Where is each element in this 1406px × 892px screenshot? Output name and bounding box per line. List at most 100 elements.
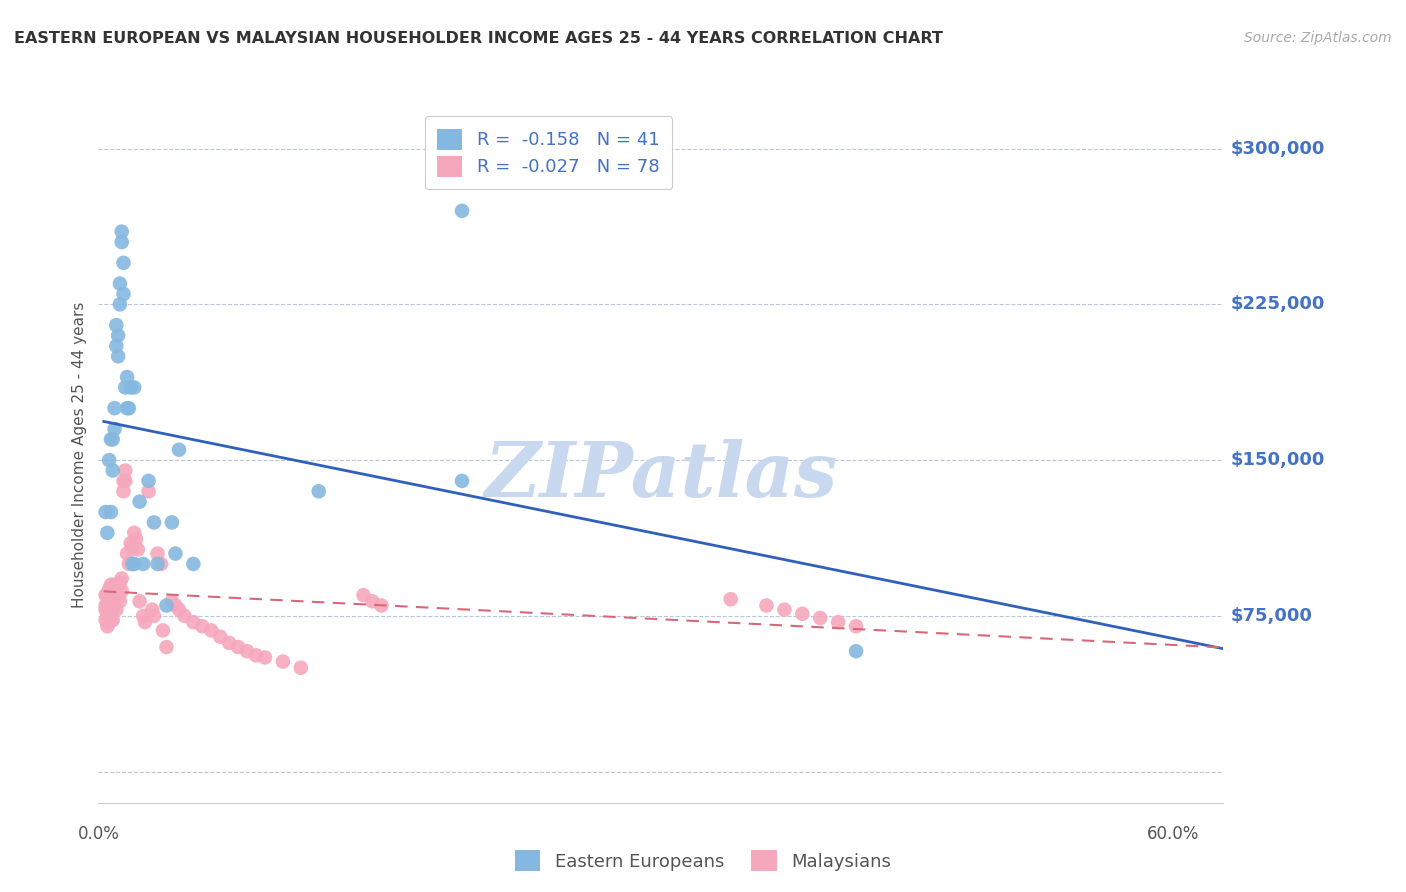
Point <box>111 584 134 599</box>
Text: 0.0%: 0.0% <box>77 825 120 843</box>
Point <box>115 370 138 384</box>
Point <box>155 599 177 613</box>
Point <box>107 588 129 602</box>
Point <box>100 586 122 600</box>
Point <box>98 453 121 467</box>
Point <box>308 484 330 499</box>
Point <box>792 607 814 621</box>
Point <box>121 557 143 571</box>
Point <box>112 484 135 499</box>
Point <box>101 463 124 477</box>
Point <box>111 235 134 249</box>
Point <box>165 599 187 613</box>
Text: $150,000: $150,000 <box>1230 451 1324 469</box>
Point <box>218 636 240 650</box>
Point <box>101 433 124 447</box>
Point <box>112 287 135 301</box>
Point <box>361 594 384 608</box>
Point <box>100 613 122 627</box>
Point <box>118 401 141 416</box>
Point <box>167 602 190 616</box>
Point <box>132 608 155 623</box>
Point <box>132 557 155 571</box>
Point <box>105 318 128 332</box>
Point <box>101 592 124 607</box>
Point <box>108 594 131 608</box>
Point <box>370 599 392 613</box>
Point <box>120 380 142 394</box>
Text: Source: ZipAtlas.com: Source: ZipAtlas.com <box>1244 31 1392 45</box>
Point <box>111 225 134 239</box>
Point <box>146 557 169 571</box>
Point <box>101 602 124 616</box>
Text: EASTERN EUROPEAN VS MALAYSIAN HOUSEHOLDER INCOME AGES 25 - 44 YEARS CORRELATION : EASTERN EUROPEAN VS MALAYSIAN HOUSEHOLDE… <box>14 31 943 46</box>
Point <box>167 442 190 457</box>
Y-axis label: Householder Income Ages 25 - 44 years: Householder Income Ages 25 - 44 years <box>72 301 87 608</box>
Point <box>128 494 150 508</box>
Text: $300,000: $300,000 <box>1230 139 1324 158</box>
Point <box>121 541 143 555</box>
Point <box>755 599 778 613</box>
Text: 60.0%: 60.0% <box>1147 825 1199 843</box>
Point <box>103 401 125 416</box>
Point <box>160 594 183 608</box>
Point <box>845 644 868 658</box>
Point <box>122 380 145 394</box>
Point <box>114 380 136 394</box>
Point <box>98 615 121 629</box>
Text: ZIPatlas: ZIPatlas <box>484 439 838 513</box>
Text: $225,000: $225,000 <box>1230 295 1324 313</box>
Point <box>226 640 249 654</box>
Point <box>94 602 117 616</box>
Point <box>209 630 232 644</box>
Point <box>100 505 122 519</box>
Point <box>103 596 125 610</box>
Point <box>160 516 183 530</box>
Point <box>808 611 831 625</box>
Point <box>290 661 312 675</box>
Point <box>773 602 796 616</box>
Point <box>138 484 160 499</box>
Point <box>127 542 149 557</box>
Point <box>142 516 165 530</box>
Point <box>118 557 141 571</box>
Point <box>103 586 125 600</box>
Point <box>353 588 375 602</box>
Point <box>271 655 294 669</box>
Point <box>236 644 259 658</box>
Point <box>152 624 174 638</box>
Point <box>108 297 131 311</box>
Point <box>108 277 131 291</box>
Point <box>98 582 121 596</box>
Point <box>107 349 129 363</box>
Point <box>108 575 131 590</box>
Point <box>120 536 142 550</box>
Point <box>191 619 214 633</box>
Point <box>142 608 165 623</box>
Point <box>114 474 136 488</box>
Point <box>451 474 474 488</box>
Point <box>96 599 118 613</box>
Point <box>138 474 160 488</box>
Point <box>253 650 276 665</box>
Point <box>100 596 122 610</box>
Point <box>94 613 117 627</box>
Legend: R =  -0.158   N = 41, R =  -0.027   N = 78: R = -0.158 N = 41, R = -0.027 N = 78 <box>425 116 672 189</box>
Point <box>845 619 868 633</box>
Point <box>114 463 136 477</box>
Point <box>155 640 177 654</box>
Point <box>141 602 163 616</box>
Point <box>100 578 122 592</box>
Point <box>122 557 145 571</box>
Point <box>107 578 129 592</box>
Point <box>128 594 150 608</box>
Point <box>134 615 156 629</box>
Point <box>96 525 118 540</box>
Point <box>98 590 121 604</box>
Point <box>105 592 128 607</box>
Point <box>103 578 125 592</box>
Point <box>96 619 118 633</box>
Point <box>827 615 849 629</box>
Point <box>103 422 125 436</box>
Point <box>94 505 117 519</box>
